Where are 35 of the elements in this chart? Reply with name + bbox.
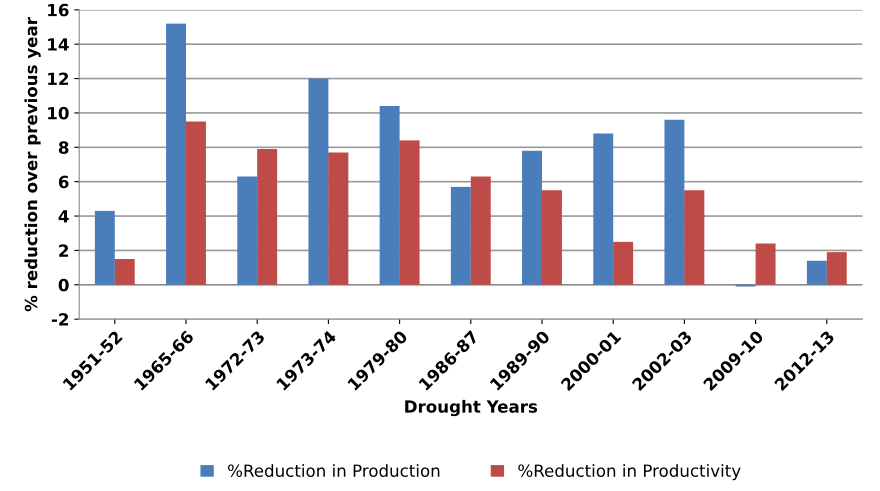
y-tick-label: -2 — [52, 313, 68, 326]
bar — [522, 150, 542, 285]
bar — [542, 190, 562, 285]
y-tick-label: 14 — [48, 38, 69, 51]
bar — [613, 242, 634, 285]
y-axis-title: % reduction over previous year — [24, 17, 41, 312]
legend-label: %Reduction in Productivity — [518, 464, 741, 480]
y-tick-label: 0 — [58, 278, 69, 292]
y-tick-label: 6 — [58, 176, 69, 188]
y-tick-label: 16 — [48, 4, 69, 16]
bar — [308, 78, 328, 285]
bar — [400, 140, 420, 285]
bar — [470, 176, 491, 285]
bar — [186, 122, 206, 285]
y-tick-label: 10 — [48, 106, 69, 120]
bar — [450, 186, 471, 285]
y-tick-label: 4 — [58, 210, 69, 222]
bar — [756, 244, 776, 285]
bar — [684, 190, 704, 285]
y-tick-label: 8 — [58, 141, 68, 154]
y-tick-label: 12 — [48, 72, 68, 85]
bar — [593, 134, 614, 285]
bar — [237, 176, 258, 285]
legend-label: %Reduction in Production — [228, 464, 440, 477]
bar — [328, 152, 348, 285]
bar — [380, 106, 400, 285]
bar — [114, 259, 135, 285]
y-tick-label: 2 — [59, 244, 68, 257]
bar — [826, 252, 847, 285]
bar — [94, 210, 115, 285]
bar — [806, 260, 827, 285]
bar — [257, 149, 278, 285]
x-axis-title: Drought Years — [405, 400, 538, 416]
bar — [166, 24, 186, 285]
bar — [664, 120, 684, 285]
